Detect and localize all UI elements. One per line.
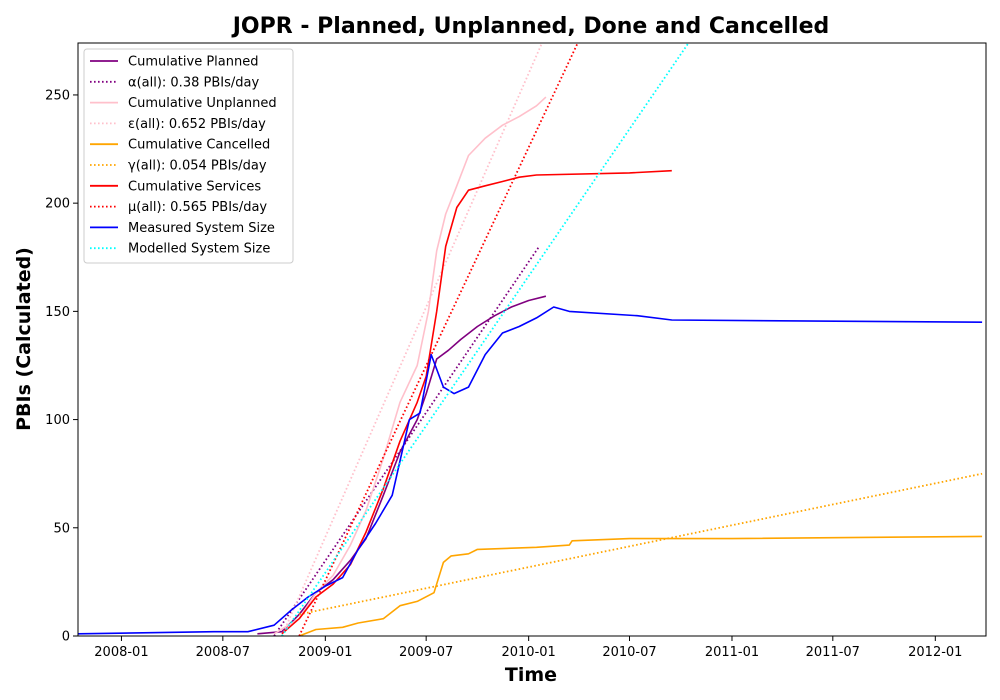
legend-label: Cumulative Unplanned bbox=[128, 96, 277, 111]
legend: Cumulative Planned α(all): 0.38 PBIs/day C… bbox=[83, 48, 294, 264]
x-tick-label: 2011-07 bbox=[806, 645, 860, 660]
x-axis: 2008-01 2008-07 2009-01 2009-07 2010-01 2010-… bbox=[94, 636, 962, 660]
series-line-cumulative-services bbox=[281, 169, 672, 635]
y-tick-label: 200 bbox=[45, 197, 70, 212]
series-line-cumulative-unplanned bbox=[273, 96, 547, 635]
legend-label: Cumulative Services bbox=[128, 179, 261, 194]
legend-label: Modelled System Size bbox=[128, 242, 270, 257]
x-tick-label: 2010-01 bbox=[501, 645, 555, 660]
series-line-all-0-652-pbis-day bbox=[281, 43, 543, 636]
legend-label: γ(all): 0.054 PBIs/day bbox=[128, 159, 267, 174]
legend-label: Measured System Size bbox=[128, 221, 275, 236]
x-tick-label: 2010-07 bbox=[602, 645, 656, 660]
y-axis: 0 50 100 150 200 250 bbox=[45, 88, 78, 645]
series-line-measured-system-size bbox=[78, 306, 983, 635]
x-axis-label: Time bbox=[505, 664, 557, 686]
plot-area bbox=[78, 43, 983, 636]
plot-frame bbox=[77, 42, 987, 637]
y-axis-label: PBIs (Calculated) bbox=[13, 247, 35, 431]
series-line-modelled-system-size bbox=[281, 43, 690, 636]
x-tick-label: 2008-01 bbox=[94, 645, 148, 660]
x-tick-label: 2008-07 bbox=[196, 645, 250, 660]
series-line-all-0-38-pbis-day bbox=[273, 245, 540, 636]
series-line-cumulative-planned bbox=[257, 295, 547, 635]
y-tick-label: 250 bbox=[45, 88, 70, 103]
x-tick-label: 2009-07 bbox=[399, 645, 453, 660]
y-tick-label: 0 bbox=[62, 630, 70, 645]
legend-label: Cumulative Cancelled bbox=[128, 138, 270, 153]
x-tick-label: 2011-01 bbox=[705, 645, 759, 660]
chart-title: JOPR - Planned, Unplanned, Done and Canc… bbox=[231, 14, 830, 39]
legend-label: ε(all): 0.652 PBIs/day bbox=[128, 117, 266, 132]
legend-box bbox=[83, 48, 294, 264]
series-line-all-0-054-pbis-day bbox=[299, 472, 983, 616]
y-tick-label: 50 bbox=[53, 521, 70, 536]
x-tick-label: 2009-01 bbox=[298, 645, 352, 660]
legend-label: α(all): 0.38 PBIs/day bbox=[128, 75, 259, 90]
y-tick-label: 150 bbox=[45, 305, 70, 320]
x-tick-label: 2012-01 bbox=[908, 645, 962, 660]
series-line-cumulative-cancelled bbox=[298, 535, 983, 636]
series-line-all-0-565-pbis-day bbox=[298, 43, 579, 636]
legend-label: Cumulative Planned bbox=[128, 55, 258, 70]
legend-label: μ(all): 0.565 PBIs/day bbox=[128, 200, 267, 215]
y-tick-label: 100 bbox=[45, 413, 70, 428]
